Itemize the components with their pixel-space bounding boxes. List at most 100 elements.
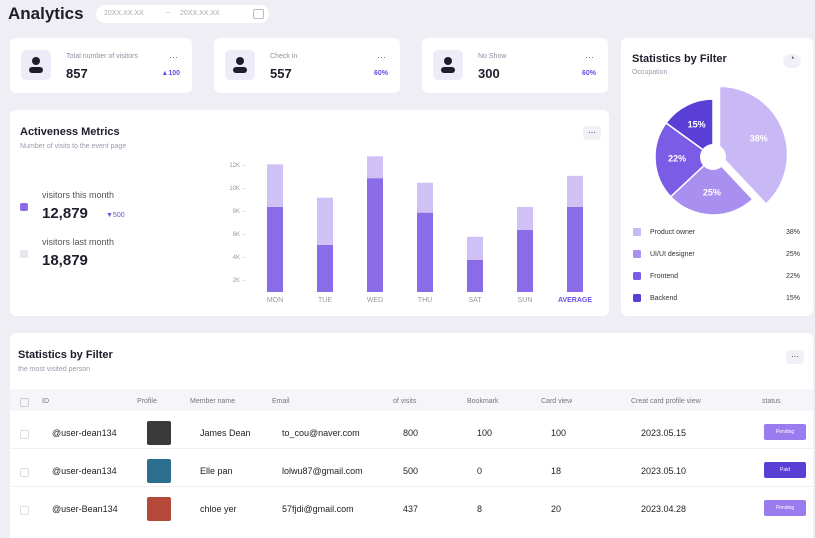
kpi-badge: ▲100 bbox=[161, 70, 180, 77]
x-tick-label: WED bbox=[367, 297, 383, 304]
column-header: Email bbox=[272, 398, 290, 405]
column-header: of visits bbox=[393, 398, 417, 405]
stat-value: 12,879 bbox=[42, 205, 88, 222]
card-title: Statistics by Filter bbox=[18, 349, 113, 361]
legend-value: 38% bbox=[786, 229, 800, 236]
table-cell: Elle pan bbox=[200, 466, 233, 476]
y-tick-label: 6K bbox=[233, 232, 240, 238]
bar-segment bbox=[567, 206, 583, 292]
slice-label: 25% bbox=[703, 187, 721, 197]
x-tick-label: SAT bbox=[468, 297, 482, 304]
user-glyph bbox=[441, 57, 455, 73]
legend-swatch bbox=[20, 250, 28, 258]
table-cell: 18 bbox=[551, 466, 562, 476]
kpi-value: 300 bbox=[478, 66, 500, 81]
card-subtitle: Occupation bbox=[632, 69, 668, 76]
status-badge[interactable]: Paid bbox=[764, 462, 806, 478]
checkbox[interactable] bbox=[20, 468, 29, 477]
user-glyph bbox=[233, 57, 247, 73]
page-title: Analytics bbox=[8, 4, 84, 23]
status-badge[interactable]: Pending bbox=[764, 500, 806, 516]
card-title: Statistics by Filter bbox=[632, 53, 727, 65]
more-button[interactable]: … bbox=[585, 50, 594, 60]
card-title: Activeness Metrics bbox=[20, 126, 120, 138]
profile-photo bbox=[147, 421, 171, 445]
legend-label: Frontend bbox=[650, 273, 678, 280]
table-cell: 20 bbox=[551, 504, 562, 514]
date-range[interactable]: 20XX.XX.XX ~ 20XX.XX.XX bbox=[96, 5, 269, 23]
card-subtitle: the most visited person bbox=[18, 366, 90, 373]
legend-label: Product owner bbox=[650, 229, 696, 236]
kpi-badge: 60% bbox=[373, 70, 388, 77]
table-cell: 437 bbox=[403, 504, 419, 514]
table-cell: chloe yer bbox=[200, 504, 237, 514]
stat-value: 18,879 bbox=[42, 252, 88, 269]
user-icon bbox=[21, 50, 51, 80]
table-cell: 100 bbox=[477, 428, 493, 438]
kpi-value: 557 bbox=[270, 66, 292, 81]
bar-segment bbox=[417, 182, 433, 213]
table-cell: 8 bbox=[477, 504, 483, 514]
y-tick-label: 2K bbox=[233, 278, 240, 284]
legend-swatch bbox=[633, 228, 641, 236]
bar-segment bbox=[317, 244, 333, 292]
legend-label: Backend bbox=[650, 295, 677, 302]
x-tick-label: TUE bbox=[318, 297, 332, 304]
kpi-card: Total number of visitors 857 ▲100… bbox=[10, 38, 192, 93]
x-tick-label: THU bbox=[418, 297, 432, 304]
column-header: Bookmark bbox=[467, 398, 499, 405]
bar-segment bbox=[467, 236, 483, 260]
table-cell: 500 bbox=[403, 466, 419, 476]
bar-segment bbox=[267, 206, 283, 292]
table-card: Statistics by Filter the most visited pe… bbox=[10, 333, 813, 538]
table-cell: 800 bbox=[403, 428, 419, 438]
legend-swatch bbox=[633, 250, 641, 258]
user-icon bbox=[225, 50, 255, 80]
column-header: Card view bbox=[541, 398, 573, 405]
more-button[interactable]: … bbox=[169, 50, 178, 60]
more-button[interactable]: … bbox=[377, 50, 386, 60]
table-cell: @user-dean134 bbox=[52, 428, 117, 438]
kpi-card: Check in 557 60% … bbox=[214, 38, 400, 93]
calendar-icon bbox=[253, 9, 264, 19]
table-cell: 2023.04.28 bbox=[641, 504, 687, 514]
bar-segment bbox=[267, 164, 283, 207]
pie-slice bbox=[654, 121, 715, 198]
column-header: Member name bbox=[190, 398, 236, 405]
card-subtitle: Number of visits to the event page bbox=[20, 143, 127, 150]
table-cell: @user-Bean134 bbox=[52, 504, 118, 514]
checkbox[interactable] bbox=[20, 398, 29, 407]
bar-segment bbox=[317, 197, 333, 245]
activeness-card: Activeness Metrics Number of visits to t… bbox=[10, 110, 609, 316]
checkbox[interactable] bbox=[20, 430, 29, 439]
legend-swatch bbox=[633, 294, 641, 302]
column-header: ID bbox=[42, 398, 49, 405]
more-button[interactable]: ... bbox=[786, 350, 804, 364]
more-button[interactable]: ... bbox=[583, 126, 601, 140]
bar-segment bbox=[367, 156, 383, 179]
column-header: Creat card profile view bbox=[631, 398, 701, 405]
y-tick-label: 4K bbox=[233, 255, 240, 261]
row-divider bbox=[10, 486, 813, 487]
stat-label: visitors last month bbox=[42, 237, 115, 247]
profile-photo bbox=[147, 459, 171, 483]
x-tick-label: SUN bbox=[518, 297, 533, 304]
legend-swatch bbox=[20, 203, 28, 211]
legend-value: 22% bbox=[786, 273, 800, 280]
status-badge[interactable]: Pending bbox=[764, 424, 806, 440]
pie-slice bbox=[669, 155, 754, 216]
kpi-label: Check in bbox=[270, 53, 298, 60]
chart-button[interactable]: ◔ bbox=[783, 54, 801, 68]
column-header: status bbox=[762, 398, 781, 405]
y-tick-label: 12K bbox=[229, 163, 240, 169]
table-cell: lolwu87@gmail.com bbox=[282, 466, 363, 476]
user-glyph bbox=[29, 57, 43, 73]
slice-label: 22% bbox=[668, 154, 686, 164]
row-divider bbox=[10, 448, 813, 449]
checkbox[interactable] bbox=[20, 506, 29, 515]
table-cell: James Dean bbox=[200, 428, 251, 438]
slice-label: 15% bbox=[688, 119, 706, 129]
x-tick-label: MON bbox=[267, 297, 283, 304]
